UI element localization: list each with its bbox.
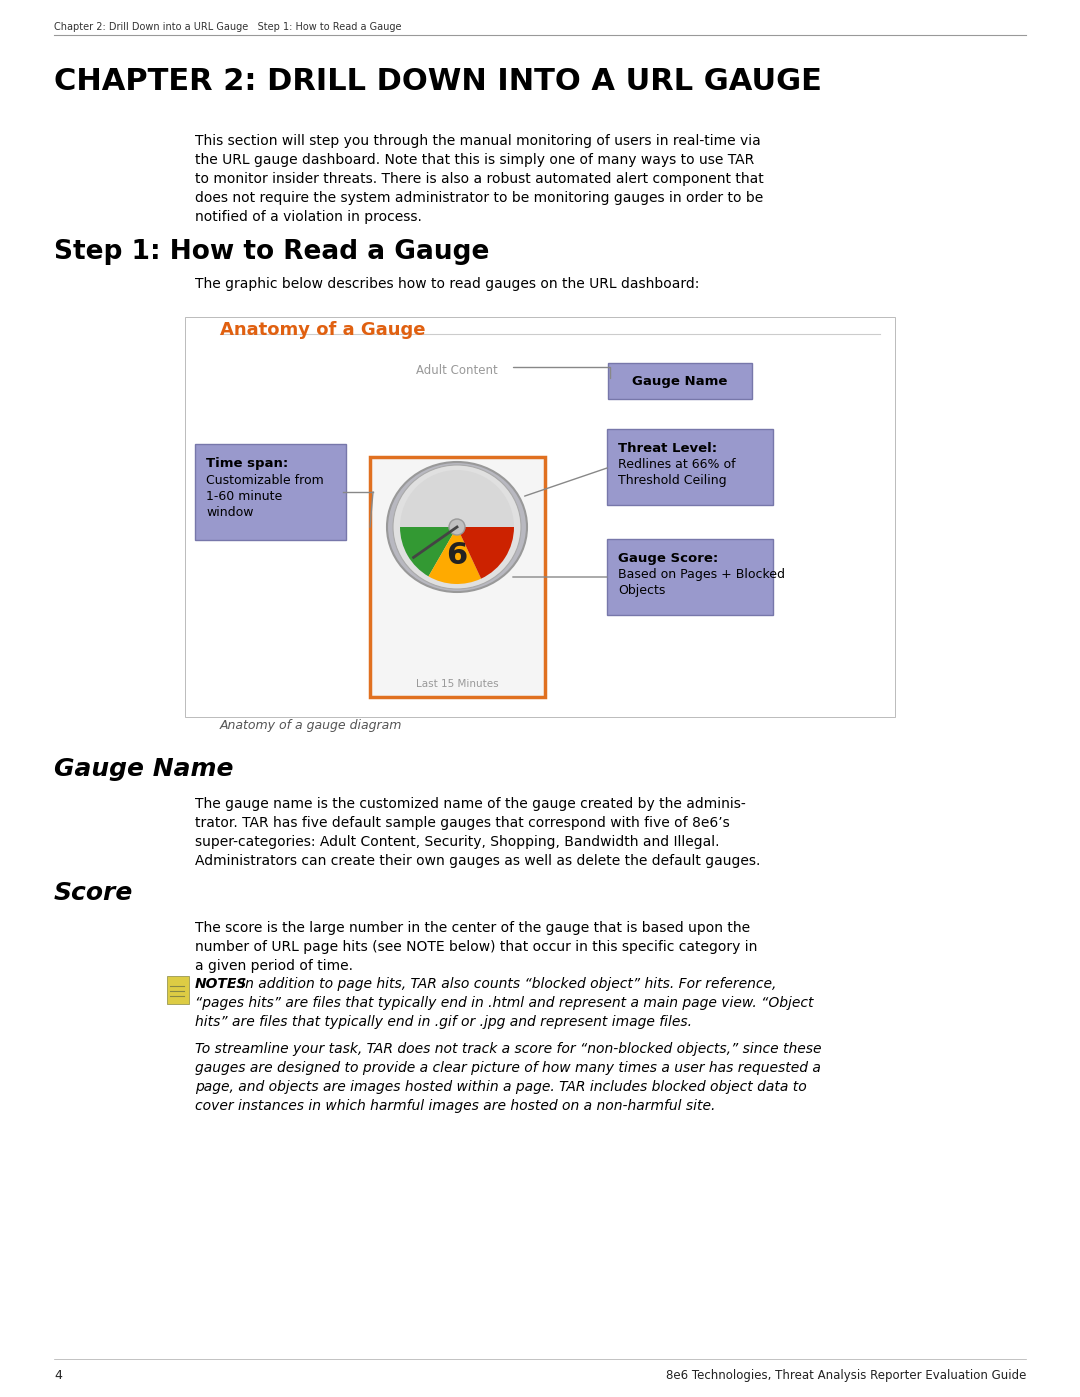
Text: Adult Content: Adult Content [416, 365, 498, 377]
FancyBboxPatch shape [185, 317, 895, 717]
Text: Administrators can create their own gauges as well as delete the default gauges.: Administrators can create their own gaug… [195, 854, 760, 868]
Text: 1-60 minute: 1-60 minute [206, 490, 282, 503]
Text: Step 1: How to Read a Gauge: Step 1: How to Read a Gauge [54, 239, 489, 265]
Ellipse shape [393, 465, 521, 590]
Text: Based on Pages + Blocked: Based on Pages + Blocked [618, 569, 785, 581]
Text: Time span:: Time span: [206, 457, 288, 469]
FancyBboxPatch shape [195, 444, 346, 541]
Text: The gauge name is the customized name of the gauge created by the adminis-: The gauge name is the customized name of… [195, 798, 746, 812]
Text: The score is the large number in the center of the gauge that is based upon the: The score is the large number in the cen… [195, 921, 751, 935]
Wedge shape [429, 527, 481, 584]
Text: gauges are designed to provide a clear picture of how many times a user has requ: gauges are designed to provide a clear p… [195, 1060, 821, 1076]
Text: Threshold Ceiling: Threshold Ceiling [618, 474, 727, 488]
Ellipse shape [387, 462, 527, 592]
Text: Anatomy of a gauge diagram: Anatomy of a gauge diagram [220, 719, 403, 732]
Text: to monitor insider threats. There is also a robust automated alert component tha: to monitor insider threats. There is als… [195, 172, 764, 186]
FancyBboxPatch shape [370, 457, 545, 697]
Text: Chapter 2: Drill Down into a URL Gauge   Step 1: How to Read a Gauge: Chapter 2: Drill Down into a URL Gauge S… [54, 22, 402, 32]
FancyBboxPatch shape [607, 539, 773, 615]
Wedge shape [400, 527, 457, 577]
Text: trator. TAR has five default sample gauges that correspond with five of 8e6’s: trator. TAR has five default sample gaug… [195, 816, 730, 830]
Text: a given period of time.: a given period of time. [195, 958, 353, 972]
Text: cover instances in which harmful images are hosted on a non-harmful site.: cover instances in which harmful images … [195, 1099, 715, 1113]
Text: “pages hits” are files that typically end in .html and represent a main page vie: “pages hits” are files that typically en… [195, 996, 813, 1010]
Text: This section will step you through the manual monitoring of users in real-time v: This section will step you through the m… [195, 134, 760, 148]
Text: Gauge Name: Gauge Name [54, 757, 233, 781]
FancyBboxPatch shape [607, 429, 773, 504]
Text: Objects: Objects [618, 584, 665, 597]
Text: hits” are files that typically end in .gif or .jpg and represent image files.: hits” are files that typically end in .g… [195, 1016, 692, 1030]
Text: Anatomy of a Gauge: Anatomy of a Gauge [220, 321, 426, 339]
Text: Threat Level:: Threat Level: [618, 441, 717, 455]
Text: 6: 6 [446, 541, 468, 570]
Text: super-categories: Adult Content, Security, Shopping, Bandwidth and Illegal.: super-categories: Adult Content, Securit… [195, 835, 719, 849]
Text: : In addition to page hits, TAR also counts “blocked object” hits. For reference: : In addition to page hits, TAR also cou… [232, 977, 777, 990]
Wedge shape [400, 469, 514, 527]
Text: NOTES: NOTES [195, 977, 247, 990]
Text: number of URL page hits (see NOTE below) that occur in this specific category in: number of URL page hits (see NOTE below)… [195, 940, 757, 954]
Text: 8e6 Technologies, Threat Analysis Reporter Evaluation Guide: 8e6 Technologies, Threat Analysis Report… [665, 1369, 1026, 1382]
Text: notified of a violation in process.: notified of a violation in process. [195, 210, 422, 224]
Text: the URL gauge dashboard. Note that this is simply one of many ways to use TAR: the URL gauge dashboard. Note that this … [195, 154, 754, 168]
Circle shape [449, 520, 465, 535]
Text: Gauge Score:: Gauge Score: [618, 552, 718, 564]
FancyBboxPatch shape [167, 977, 189, 1004]
Text: Gauge Name: Gauge Name [632, 374, 728, 387]
Text: The graphic below describes how to read gauges on the URL dashboard:: The graphic below describes how to read … [195, 277, 700, 291]
Text: page, and objects are images hosted within a page. TAR includes blocked object d: page, and objects are images hosted with… [195, 1080, 807, 1094]
Text: Last 15 Minutes: Last 15 Minutes [416, 679, 498, 689]
Text: Customizable from: Customizable from [206, 474, 324, 488]
Text: Score: Score [54, 882, 133, 905]
Text: does not require the system administrator to be monitoring gauges in order to be: does not require the system administrato… [195, 191, 764, 205]
Text: To streamline your task, TAR does not track a score for “non-blocked objects,” s: To streamline your task, TAR does not tr… [195, 1042, 822, 1056]
Wedge shape [457, 527, 514, 578]
Text: window: window [206, 506, 254, 520]
Text: CHAPTER 2: DRILL DOWN INTO A URL GAUGE: CHAPTER 2: DRILL DOWN INTO A URL GAUGE [54, 67, 822, 96]
Text: 4: 4 [54, 1369, 62, 1382]
FancyBboxPatch shape [608, 363, 752, 400]
Text: Redlines at 66% of: Redlines at 66% of [618, 458, 735, 471]
